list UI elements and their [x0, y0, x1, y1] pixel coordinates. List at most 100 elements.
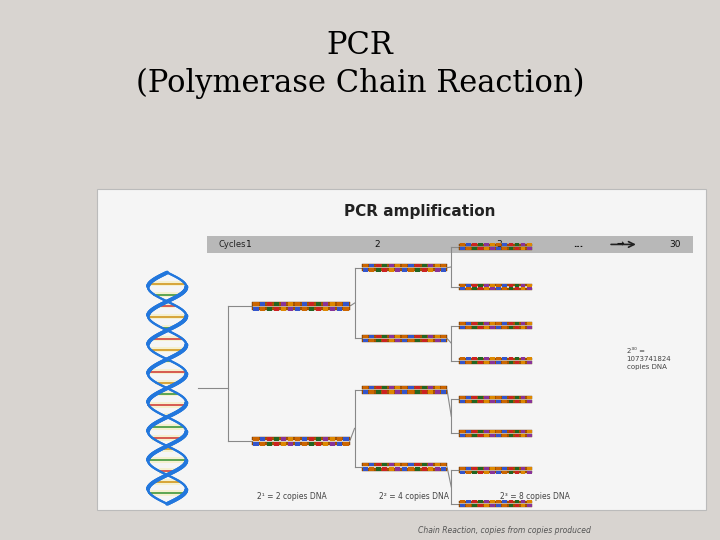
Bar [460, 244, 464, 246]
Bar [363, 339, 368, 342]
Bar [527, 501, 531, 503]
Bar [302, 302, 307, 306]
Bar [460, 470, 464, 474]
Bar [490, 430, 495, 433]
Bar [154, 292, 180, 298]
Bar [460, 322, 464, 325]
Bar [466, 430, 471, 433]
Bar [466, 284, 471, 287]
Bar [382, 339, 387, 342]
Bar [441, 268, 446, 272]
Bar [302, 437, 307, 441]
Text: 3: 3 [496, 240, 502, 249]
Bar [389, 386, 394, 389]
Bar [466, 244, 471, 246]
Bar [466, 322, 471, 325]
Bar [496, 504, 501, 508]
Bar [415, 386, 420, 389]
Bar [472, 357, 477, 360]
Bar [496, 396, 501, 399]
Bar [315, 437, 321, 441]
Bar [527, 287, 531, 291]
Bar [161, 325, 173, 330]
Bar [288, 307, 293, 310]
Bar [402, 463, 407, 467]
Bar [330, 437, 335, 441]
Bar [466, 470, 471, 474]
Bar [496, 244, 501, 246]
Bar [428, 264, 433, 267]
Bar [376, 268, 381, 272]
Bar [496, 287, 501, 291]
Bar [369, 339, 374, 342]
Bar [428, 334, 433, 338]
Bar [459, 361, 532, 364]
Bar [274, 437, 279, 441]
Bar [521, 287, 526, 291]
Bar [466, 326, 471, 329]
Text: ...: ... [573, 240, 583, 249]
Bar [460, 284, 464, 287]
Bar [252, 307, 350, 310]
Bar [527, 504, 531, 508]
Bar [496, 400, 501, 403]
Bar [485, 400, 489, 403]
Bar [302, 442, 307, 446]
Bar [369, 468, 374, 471]
Bar [466, 361, 471, 365]
Bar [472, 326, 477, 329]
Bar [402, 339, 407, 342]
Bar [466, 434, 471, 437]
Bar [415, 390, 420, 394]
Bar [490, 357, 495, 360]
Bar [466, 287, 471, 291]
Bar [302, 307, 307, 310]
Bar [267, 442, 272, 446]
Bar [460, 287, 464, 291]
Bar [515, 434, 519, 437]
Bar [441, 386, 446, 389]
Bar [152, 336, 182, 341]
Bar [362, 463, 447, 466]
Bar [485, 357, 489, 360]
Bar [389, 468, 394, 471]
Bar [288, 442, 293, 446]
Bar [527, 470, 531, 474]
Bar [503, 244, 507, 246]
Bar [515, 287, 519, 291]
Bar [382, 268, 387, 272]
Bar [421, 390, 427, 394]
Text: 1: 1 [246, 240, 252, 249]
Bar [508, 244, 513, 246]
Bar [508, 434, 513, 437]
Bar [336, 302, 342, 306]
Bar [521, 244, 526, 246]
Bar [309, 307, 314, 310]
Bar [508, 470, 513, 474]
Bar [376, 339, 381, 342]
Bar [490, 244, 495, 246]
Text: 2¹ = 2 copies DNA: 2¹ = 2 copies DNA [257, 491, 327, 501]
Bar [369, 334, 374, 338]
Bar [459, 471, 532, 474]
Bar [490, 284, 495, 287]
Bar [472, 396, 477, 399]
Bar [267, 307, 272, 310]
Bar [395, 463, 400, 467]
Bar [309, 302, 314, 306]
Bar [503, 247, 507, 251]
Bar [459, 244, 532, 246]
Bar [395, 468, 400, 471]
Bar [395, 264, 400, 267]
Bar [395, 390, 400, 394]
Bar [362, 339, 447, 342]
Bar [503, 396, 507, 399]
Bar [485, 467, 489, 470]
Bar [485, 287, 489, 291]
Bar [149, 281, 185, 286]
Bar [363, 386, 368, 389]
Bar [490, 326, 495, 329]
Bar [485, 244, 489, 246]
Bar [415, 463, 420, 467]
Bar [485, 322, 489, 325]
